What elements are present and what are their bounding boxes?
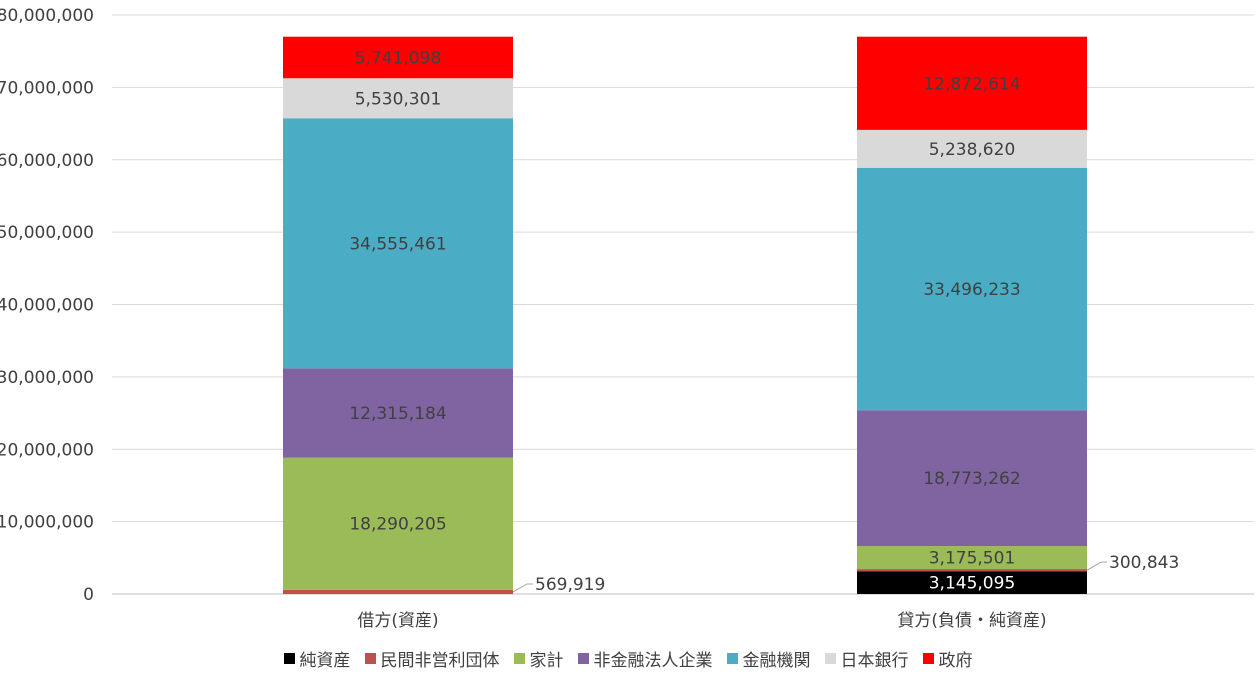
legend-item: 政府 (922, 646, 973, 671)
legend-swatch (283, 652, 295, 664)
y-tick-label: 30,000,000 (0, 368, 94, 388)
legend-swatch (364, 652, 376, 664)
bar-segment (283, 118, 513, 369)
x-category-label: 貸方(負債・純資産) (897, 611, 1046, 631)
data-label: 33,496,233 (923, 280, 1020, 300)
y-tick-label: 20,000,000 (0, 440, 94, 460)
legend-swatch (577, 652, 589, 664)
bar-segment (283, 368, 513, 458)
bar-segment (857, 410, 1087, 547)
bar-segment (857, 129, 1087, 168)
data-label: 569,919 (535, 575, 605, 595)
y-tick-label: 70,000,000 (0, 78, 94, 98)
bar-segment (283, 78, 513, 119)
leader-line (512, 583, 533, 593)
legend-item: 日本銀行 (824, 646, 909, 671)
legend: 純資産 民間非営利団体 家計 非金融法人企業 金融機関 日本銀行 政府 (0, 646, 1256, 671)
data-label: 5,530,301 (355, 89, 442, 109)
bar-segment (857, 167, 1087, 411)
legend-item: 家計 (513, 646, 564, 671)
data-label: 12,315,184 (349, 404, 446, 424)
bars (283, 36, 1087, 594)
legend-swatch (513, 652, 525, 664)
data-label: 300,843 (1109, 553, 1179, 573)
legend-label: 民間非営利団体 (380, 650, 500, 671)
y-tick-label: 50,000,000 (0, 223, 94, 243)
data-labels: 569,919 18,290,205 12,315,184 34,555,461 5,5… (349, 48, 1179, 594)
bar-segment (283, 36, 513, 79)
bar-segment (283, 457, 513, 590)
bar-segment (283, 589, 513, 594)
bar-segment (857, 569, 1087, 572)
leader-line (1086, 561, 1107, 571)
legend-swatch (922, 652, 934, 664)
x-axis: 借方(資産) 貸方(負債・純資産) (357, 611, 1046, 631)
legend-swatch (824, 652, 836, 664)
data-label: 3,175,501 (929, 549, 1016, 569)
legend-swatch (726, 652, 738, 664)
data-label: 18,773,262 (923, 469, 1020, 489)
legend-item: 純資産 (283, 646, 351, 671)
data-label: 12,872,614 (923, 74, 1020, 94)
y-tick-label: 60,000,000 (0, 151, 94, 171)
legend-item: 民間非営利団体 (364, 646, 500, 671)
data-label: 5,238,620 (929, 140, 1016, 160)
legend-label: 純資産 (299, 650, 351, 671)
bar-segment (857, 571, 1087, 594)
x-category-label: 借方(資産) (357, 611, 438, 631)
legend-item: 非金融法人企業 (577, 646, 713, 671)
legend-label: 非金融法人企業 (593, 650, 713, 671)
legend-label: 家計 (529, 650, 564, 671)
y-tick-label: 0 (83, 585, 94, 605)
y-tick-label: 80,000,000 (0, 6, 94, 26)
y-tick-label: 10,000,000 (0, 513, 94, 533)
bar-segment (857, 546, 1087, 570)
legend-label: 政府 (938, 650, 973, 671)
legend-label: 日本銀行 (840, 650, 909, 671)
data-label: 5,741,098 (355, 48, 442, 68)
legend-item: 金融機関 (726, 646, 811, 671)
data-label: 3,145,095 (929, 574, 1016, 594)
y-tick-label: 40,000,000 (0, 296, 94, 316)
y-axis: 0 10,000,000 20,000,000 30,000,000 40,000,00… (0, 6, 94, 605)
bar-segment (857, 36, 1087, 130)
legend-label: 金融機関 (742, 650, 811, 671)
data-label: 34,555,461 (349, 234, 446, 254)
data-label: 18,290,205 (349, 515, 446, 535)
